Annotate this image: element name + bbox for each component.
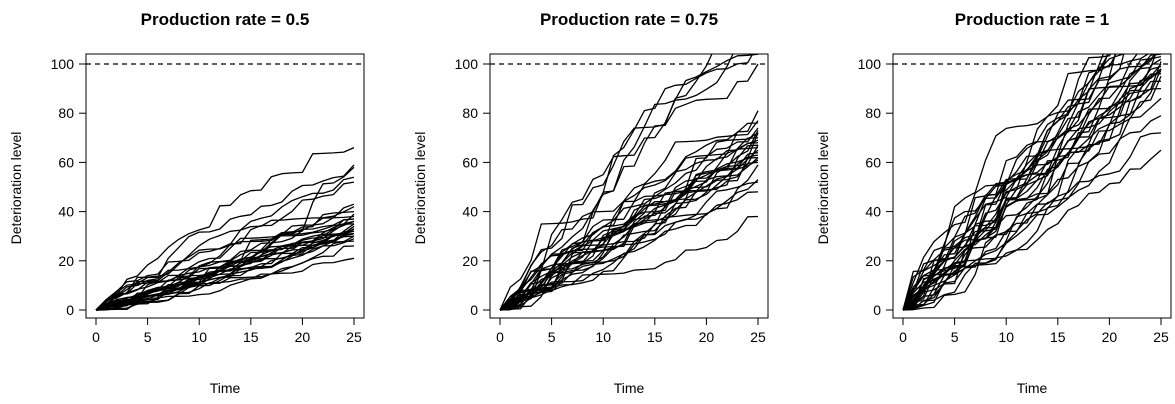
panel-2-title: Production rate = 0.75 [540,10,718,29]
panel-3-plot-area [893,54,1171,311]
panel-3-ytick-label: 80 [865,105,881,121]
panel-2-series-path [499,54,713,311]
panel-3-series-path [902,97,1162,311]
panel-2-xlabel: Time [614,380,645,396]
panel-3-series-path [902,70,1162,311]
panel-1-series-path [95,223,355,311]
panel-2-xtick-label: 25 [750,329,766,345]
panel-3-ytick-label: 0 [873,302,881,318]
panel-1-plot-area [86,63,364,311]
panel-3-series-path [902,54,1157,311]
panel-2-series-path [499,146,759,311]
panel-1-series-path [95,245,355,311]
panel-1-ylabel: Deterioration level [8,132,24,245]
panel-3-xtick-label: 15 [1050,329,1066,345]
panel-3-series-path [902,149,1162,311]
panel-1-xtick-label: 25 [346,329,362,345]
panel-2-xtick-label: 20 [699,329,715,345]
panel-3-series-path [902,68,1162,311]
panel-2-ytick-label: 60 [462,154,478,170]
panel-3-xtick-label: 0 [899,329,907,345]
panel-3-ytick-label: 20 [865,253,881,269]
panel-1-series-path [95,206,355,311]
panel-3-xtick-label: 10 [998,329,1014,345]
panel-3-series-path [902,55,1162,311]
panel-2-series-path [499,154,759,311]
panel-3-xtick-label: 5 [951,329,959,345]
panel-2-series-path [499,122,759,311]
panel-1-series-path [95,181,355,311]
panel-2-plot-area [490,54,768,311]
panel-2-ytick-label: 100 [455,56,479,72]
panel-1-series-path [95,240,355,311]
panel-1-ytick-label: 60 [58,154,74,170]
panel-3-series-path [902,54,1117,311]
panel-2-series-path [499,144,759,311]
panel-2-series-path [499,63,759,311]
panel-3-ytick-label: 100 [858,56,882,72]
panel-2-series-path [499,161,759,311]
panel-1-xtick-label: 15 [243,329,259,345]
panel-3-series-path [902,132,1162,311]
panel-2-series-path [499,127,759,311]
panel-2-xtick-label: 5 [548,329,556,345]
panel-1-xtick-label: 0 [92,329,100,345]
panel-3-series-path [902,87,1162,311]
panel-2-ytick-label: 80 [462,105,478,121]
panel-1-series-path [95,218,355,311]
panel-2-series-path [499,215,759,311]
panel-3-ytick-label: 60 [865,154,881,170]
panel-1-ytick-label: 100 [51,56,75,72]
panel-3-ytick-label: 40 [865,204,881,220]
panel-1-series-path [95,235,355,311]
panel-3-title: Production rate = 1 [955,10,1109,29]
panel-1-series-path [95,228,355,311]
panel-1-series-path [95,218,355,311]
panel-2-ytick-label: 40 [462,204,478,220]
panel-1-xtick-label: 10 [191,329,207,345]
panel-2-series-path [499,159,759,311]
panel-1: Production rate = 0.5 Time Deterioration… [8,10,365,396]
panel-1-xtick-label: 5 [144,329,152,345]
panel-3-xtick-label: 25 [1153,329,1169,345]
panel-2-ytick-label: 20 [462,253,478,269]
panel-3-series-path [902,80,1162,311]
panel-1-series-path [95,164,355,311]
panel-1-series-path [95,233,355,311]
panel-2-series-path [499,181,759,311]
panel-1-xtick-label: 20 [295,329,311,345]
panel-2-series-path [499,179,759,311]
panel-1-xlabel: Time [210,380,241,396]
panel-1-series-path [95,147,355,311]
panel-2-ytick-label: 0 [470,302,478,318]
panel-3-ylabel: Deterioration level [815,132,831,245]
panel-1-ytick-label: 40 [58,204,74,220]
panel-3-series-path [902,73,1162,311]
panel-2: Production rate = 0.75 Time Deterioratio… [412,10,769,396]
panel-3-series-path [902,54,1112,311]
panel-3-xtick-label: 20 [1102,329,1118,345]
panel-2-series-path [499,120,759,311]
panel-1-series-path [95,238,355,311]
panel-3-series-path [902,115,1162,311]
panel-1-title: Production rate = 0.5 [141,10,310,29]
panel-2-xtick-label: 15 [647,329,663,345]
panel-1-ytick-label: 0 [66,302,74,318]
panel-3-xlabel: Time [1017,380,1048,396]
panel-1-series-path [95,257,355,311]
panel-1-series-path [95,233,355,311]
panel-3-series-path [902,54,1127,311]
panel-2-ylabel: Deterioration level [412,132,428,245]
panel-2-series-path [499,191,759,311]
panel-2-xtick-label: 0 [496,329,504,345]
panel-3: Production rate = 1 Time Deterioration l… [815,10,1172,396]
panel-1-ytick-label: 20 [58,253,74,269]
panel-2-xtick-label: 10 [595,329,611,345]
panel-1-series-path [95,215,355,311]
panel-1-ytick-label: 80 [58,105,74,121]
